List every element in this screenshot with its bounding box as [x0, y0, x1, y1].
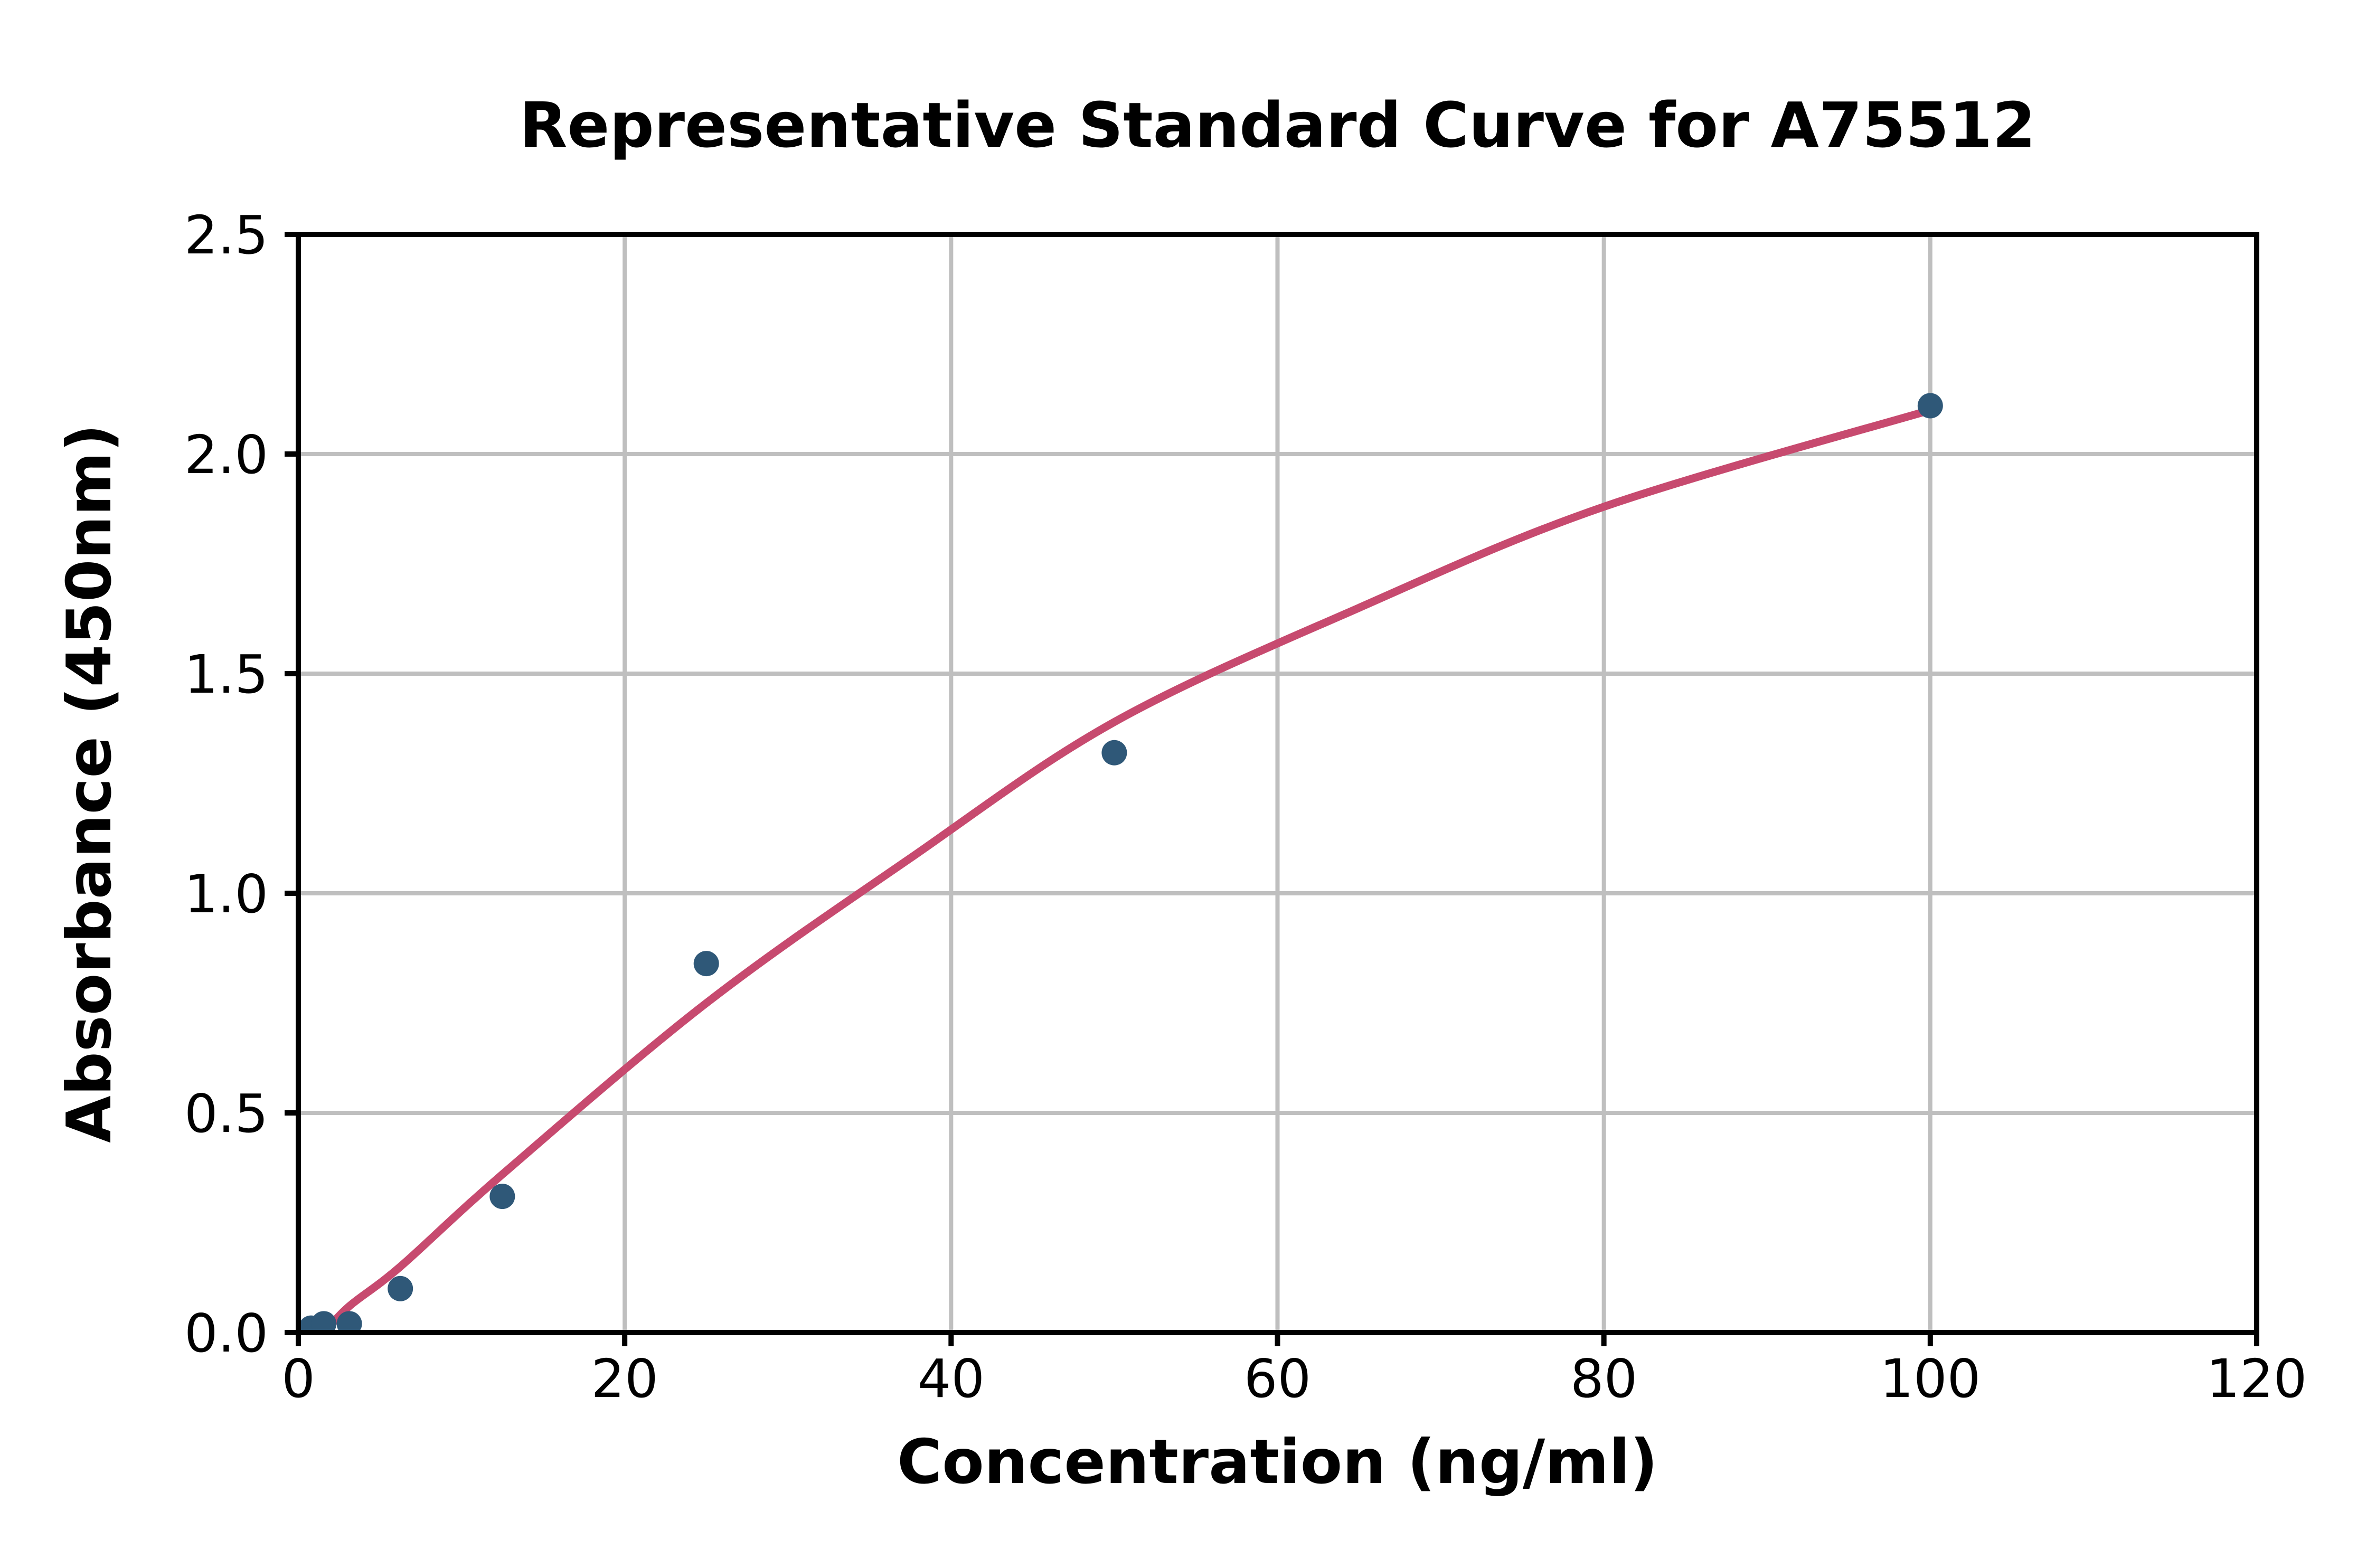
y-tick-label: 0.0 [184, 1302, 268, 1364]
y-tick-label: 0.5 [184, 1083, 268, 1145]
data-point [489, 1184, 515, 1210]
data-point [1101, 740, 1127, 766]
data-point [311, 1311, 337, 1333]
x-tick-label: 20 [591, 1348, 658, 1410]
fit-curve [320, 406, 1935, 1333]
y-tick-label: 2.0 [184, 424, 268, 486]
tick-marks-group [285, 232, 2259, 1346]
x-tick-label: 40 [918, 1348, 985, 1410]
data-point [1917, 393, 1943, 419]
y-tick-label: 1.5 [184, 644, 268, 705]
grid-group [298, 232, 2259, 1333]
x-tick-label: 80 [1570, 1348, 1637, 1410]
x-tick-label: 0 [281, 1348, 315, 1410]
x-tick-label: 120 [2207, 1348, 2307, 1410]
tick-labels-group: 0 20 40 60 80 100 120 0.0 0.5 1.0 1.5 2.0 2.5 [184, 204, 2307, 1410]
fit-curve-group [320, 406, 1935, 1333]
data-point [336, 1311, 362, 1333]
data-points-group [298, 393, 1943, 1333]
chart-title: Representative Standard Curve for A75512 [519, 89, 2036, 162]
x-tick-label: 60 [1244, 1348, 1311, 1410]
x-axis-label: Concentration (ng/ml) [897, 1427, 1658, 1498]
y-tick-label: 2.5 [184, 204, 268, 266]
data-point [388, 1276, 413, 1301]
x-tick-label: 100 [1880, 1348, 1981, 1410]
data-point [693, 951, 719, 977]
y-tick-label: 1.0 [184, 863, 268, 925]
